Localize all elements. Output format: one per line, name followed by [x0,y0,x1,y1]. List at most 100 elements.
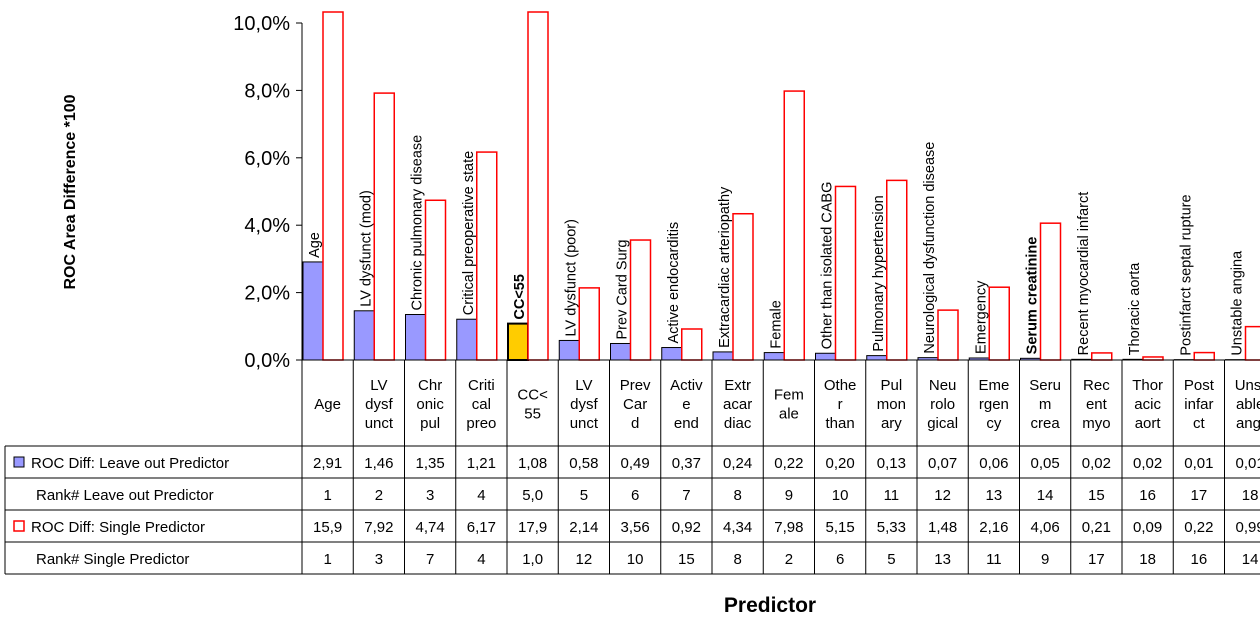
table-row-header: ROC Diff: Single Predictor [31,519,205,536]
bars-layer [302,11,1260,362]
bar-single [527,11,549,361]
bar-leave-out [866,355,888,361]
category-label: ary [881,415,902,432]
category-label: Extr [724,377,751,394]
bar-label: Postinfarct septal rupture [1178,194,1194,355]
category-label: rolo [930,396,955,413]
table-cell: 18 [1139,551,1156,568]
table-cell: 9 [785,487,793,504]
bar-single [629,239,652,361]
table-cell: 17 [1191,487,1208,504]
table-cell: 13 [986,487,1003,504]
category-label: Chr [418,377,442,394]
table-cell: 0,06 [979,455,1008,472]
y-tick-label: 8,0% [244,80,290,102]
table-cell: 0,02 [1082,455,1111,472]
category-label: able [1236,396,1260,413]
bar-label: Other than isolated CABG [820,182,836,350]
category-label: Prev [620,377,651,394]
category-label: Seru [1029,377,1061,394]
bar-label: Unstable angina [1230,250,1246,356]
table-cell: 1,0 [522,551,543,568]
table-cell: 4,74 [416,519,445,536]
table-cell: 8 [733,487,741,504]
table-cell: 0,49 [621,455,650,472]
category-label: acar [723,396,752,413]
bar-single [476,151,498,361]
bar-leave-out [712,351,734,361]
category-label: Eme [978,377,1009,394]
bar-single [988,286,1010,361]
category-label: d [631,415,639,432]
category-label: Post [1184,377,1215,394]
table-cell: 12 [576,551,593,568]
table-cell: 10 [832,487,849,504]
category-label: ent [1086,396,1108,413]
category-label: ct [1193,415,1206,432]
category-label: gical [927,415,958,432]
table-cell: 7,98 [774,519,803,536]
table-row-header: Rank# Leave out Predictor [36,487,214,504]
category-label: Activ [670,377,703,394]
table-cell: 5 [580,487,588,504]
category-label: Age [314,396,341,413]
table-cell: 7,92 [364,519,393,536]
category-label: cy [986,415,1002,432]
category-label: aort [1135,415,1162,432]
bar-single [1039,222,1062,361]
table-cell: 0,58 [569,455,598,472]
bar-leave-out [610,342,631,361]
bar-labels-layer: Age LV dysfunct (mod) Chronic pulmonary di… [307,135,1246,356]
table-cell: 15 [1088,487,1105,504]
category-label: preo [466,415,496,432]
bar-single [937,309,959,361]
y-axis-title: ROC Area Difference *100 [62,94,79,289]
data-table: AgeLVdysfunctChronicpulCriticalpreoCC<55… [4,359,1260,575]
bar-single [1193,351,1215,361]
category-label: Fem [774,387,804,404]
y-tick-label: 4,0% [244,215,290,237]
category-label: myo [1082,415,1110,432]
category-label: diac [724,415,752,432]
bar-single [681,328,703,361]
bar-single [1091,352,1113,361]
category-label: pul [420,415,440,432]
y-tick-label: 2,0% [244,283,290,305]
table-cell: 15,9 [313,519,342,536]
table-cell: 12 [934,487,951,504]
bar-single [373,92,395,361]
table-cell: 3,56 [621,519,650,536]
category-label: Thor [1132,377,1163,394]
y-axis: 0,0% 2,0% 4,0% 6,0% 8,0% 10,0% [233,13,303,372]
legend-key-single [13,520,25,532]
bar-leave-out [302,261,324,361]
bar-single [424,199,447,361]
table-cell: 0,02 [1133,455,1162,472]
table-cell: 3 [375,551,383,568]
bar-label: Extracardiac arteriopathy [717,186,733,348]
bar-leave-out [507,322,529,362]
table-cell: 11 [986,551,1002,568]
category-label: Unst [1235,377,1260,394]
category-label: dysf [365,396,393,413]
category-label: crea [1031,415,1061,432]
category-label: LV [370,377,387,394]
category-label: rgen [979,396,1009,413]
category-label: r [838,396,843,413]
table-cell: 4 [477,551,485,568]
category-label: cal [472,396,491,413]
table-cell: 2,14 [569,519,598,536]
bar-label: Female [768,300,784,348]
table-cell: 0,13 [877,455,906,472]
table-row-header: ROC Diff: Leave out Predictor [31,455,229,472]
table-cell: 1,08 [518,455,547,472]
category-label: unct [570,415,599,432]
category-label: end [674,415,699,432]
table-cell: 0,21 [1082,519,1111,536]
category-label: Car [623,396,647,413]
bar-leave-out [405,314,426,361]
bar-label: Prev Card Surg [615,240,631,340]
table-cell: 0,01 [1184,455,1213,472]
table-cell: 0,37 [672,455,701,472]
